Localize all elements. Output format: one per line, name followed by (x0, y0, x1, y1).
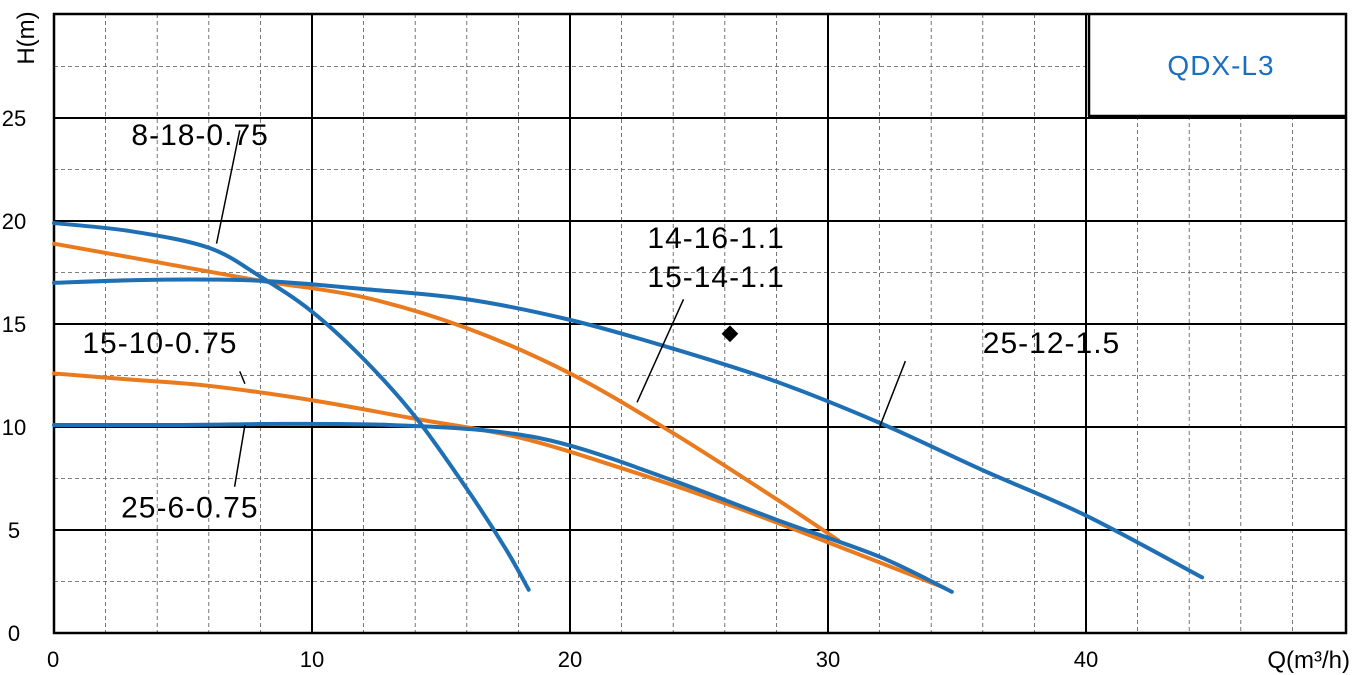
y-tick-label: 25 (2, 106, 26, 131)
leader-15-10-0.75 (239, 371, 246, 385)
x-tick-label: 40 (1074, 647, 1098, 672)
y-tick-label: 0 (8, 621, 20, 646)
x-tick-label: 10 (300, 647, 324, 672)
curve-8-18-0.75 (52, 221, 531, 592)
curve-labels: 8-18-0.75 14-16-1.1 15-14-1.1 25-12-1.5 15-1… (82, 119, 1120, 525)
y-axis-title: H(m) (13, 11, 40, 64)
model-title-box-background (1089, 14, 1345, 115)
x-tick-label: 20 (558, 647, 582, 672)
curve-label-25-6-0.75: 25-6-0.75 (121, 492, 258, 525)
curve-label-8-18-0.75: 8-18-0.75 (131, 119, 268, 152)
x-tick-label: 30 (816, 647, 840, 672)
leader-8-18-0.75 (215, 130, 241, 244)
plot-frame (52, 12, 1348, 635)
performance-curves (52, 221, 1205, 594)
curve-label-14-16-1.1: 14-16-1.1 (647, 222, 784, 255)
leader-25-12-1.5 (878, 360, 907, 428)
model-title: QDX-L3 (1167, 50, 1274, 81)
curve-label-15-14-1.1: 15-14-1.1 (647, 261, 784, 294)
x-axis-title: Q(m³/h) (1267, 647, 1350, 674)
curve-label-15-10-0.75: 15-10-0.75 (82, 327, 237, 360)
curve-15-14-1.1 (52, 277, 1205, 580)
x-tick-labels: 0 10 20 30 40 (47, 647, 1098, 672)
curve-label-25-12-1.5: 25-12-1.5 (983, 327, 1120, 360)
data-marker: ◆ (721, 319, 738, 344)
leader-lines (215, 130, 907, 487)
curve-14-16-1.1 (52, 241, 841, 543)
y-tick-label: 10 (2, 415, 26, 440)
leader-15-14-1.1 (636, 298, 685, 403)
y-tick-labels: 0 5 10 15 20 25 (2, 106, 26, 646)
curve-25-6-0.75 (52, 421, 954, 594)
y-tick-label: 15 (2, 312, 26, 337)
y-tick-label: 20 (2, 209, 26, 234)
y-tick-label: 5 (8, 518, 20, 543)
leader-25-6-0.75 (233, 424, 246, 487)
x-tick-label: 0 (47, 647, 59, 672)
model-title-box: QDX-L3 (1087, 14, 1346, 118)
grid-major (54, 14, 1346, 633)
